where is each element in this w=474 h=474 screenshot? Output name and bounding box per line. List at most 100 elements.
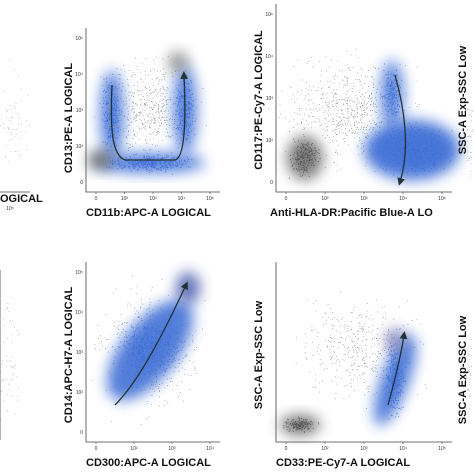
- event-dot: [407, 171, 408, 173]
- event-dot: [438, 135, 440, 137]
- event-dot: [332, 117, 334, 119]
- event-dot: [8, 383, 10, 385]
- event-dot: [159, 344, 161, 345]
- event-dot: [148, 416, 150, 418]
- event-dot: [303, 166, 305, 168]
- event-dot: [189, 124, 191, 126]
- event-dot: [101, 345, 103, 347]
- event-dot: [468, 159, 470, 161]
- event-dot: [151, 120, 152, 122]
- event-dot: [148, 341, 150, 343]
- event-dot: [396, 140, 398, 142]
- event-dot: [386, 168, 388, 170]
- event-dot: [391, 99, 393, 100]
- event-dot: [179, 358, 181, 360]
- event-dot: [109, 89, 111, 91]
- event-dot: [394, 86, 396, 88]
- event-dot: [333, 340, 335, 342]
- event-dot: [157, 92, 159, 94]
- event-dot: [151, 366, 153, 368]
- event-dot: [383, 305, 385, 307]
- event-dot: [152, 166, 154, 168]
- event-dot: [118, 160, 120, 162]
- event-dot: [154, 353, 156, 355]
- event-dot: [159, 117, 161, 119]
- event-dot: [186, 95, 187, 97]
- event-dot: [409, 122, 411, 124]
- event-dot: [115, 123, 117, 125]
- event-dot: [165, 332, 167, 334]
- event-dot: [20, 131, 22, 133]
- event-dot: [386, 93, 388, 95]
- event-dot: [160, 88, 162, 90]
- event-dot: [339, 332, 341, 334]
- event-dot: [100, 76, 102, 78]
- event-dot: [389, 135, 391, 137]
- event-dot: [425, 150, 427, 152]
- event-dot: [151, 327, 152, 329]
- event-dot: [192, 361, 194, 363]
- event-dot: [303, 127, 305, 129]
- event-dot: [118, 120, 120, 121]
- event-dot: [389, 140, 391, 142]
- event-dot: [301, 167, 303, 169]
- event-dot: [163, 111, 165, 112]
- event-dot: [435, 168, 437, 170]
- event-dot: [109, 114, 111, 116]
- event-dot: [140, 357, 142, 359]
- event-dot: [132, 346, 134, 348]
- event-dot: [385, 109, 387, 111]
- event-dot: [361, 143, 363, 144]
- event-dot: [428, 161, 430, 162]
- event-dot: [357, 57, 359, 59]
- event-dot: [149, 106, 150, 108]
- event-dot: [143, 127, 145, 129]
- event-dot: [182, 108, 184, 110]
- event-dot: [113, 96, 115, 98]
- event-dot: [3, 399, 5, 401]
- event-dot: [393, 92, 395, 94]
- event-dot: [358, 315, 360, 316]
- event-dot: [107, 84, 109, 86]
- event-dot: [393, 111, 395, 113]
- event-dot: [330, 334, 331, 336]
- event-dot: [142, 96, 144, 98]
- event-dot: [409, 134, 411, 136]
- event-dot: [154, 162, 156, 164]
- event-dot: [159, 368, 161, 370]
- event-dot: [418, 150, 420, 152]
- event-dot: [114, 100, 116, 102]
- event-dot: [139, 71, 141, 73]
- event-dot: [159, 90, 161, 92]
- event-dot: [396, 91, 398, 93]
- event-dot: [160, 356, 161, 358]
- event-dot: [388, 102, 390, 104]
- event-dot: [156, 365, 158, 367]
- event-dot: [324, 368, 326, 370]
- event-dot: [337, 102, 339, 104]
- event-dot: [128, 130, 130, 132]
- event-dot: [162, 347, 164, 349]
- event-dot: [152, 326, 154, 328]
- event-dot: [184, 373, 186, 375]
- event-dot: [410, 126, 412, 128]
- event-dot: [356, 102, 358, 104]
- event-dot: [141, 361, 143, 362]
- event-dot: [150, 88, 152, 90]
- event-dot: [393, 102, 395, 104]
- event-dot: [135, 163, 137, 165]
- event-dot: [145, 104, 147, 106]
- event-dot: [380, 367, 382, 369]
- event-dot: [358, 122, 360, 124]
- event-dot: [467, 156, 469, 157]
- event-dot: [415, 122, 417, 124]
- event-dot: [381, 161, 383, 163]
- event-dot: [312, 355, 314, 357]
- event-dot: [363, 114, 365, 116]
- event-dot: [378, 67, 380, 69]
- event-dot: [410, 137, 412, 139]
- event-dot: [335, 128, 337, 130]
- event-dot: [127, 142, 129, 144]
- event-dot: [137, 370, 139, 372]
- event-dot: [170, 118, 172, 120]
